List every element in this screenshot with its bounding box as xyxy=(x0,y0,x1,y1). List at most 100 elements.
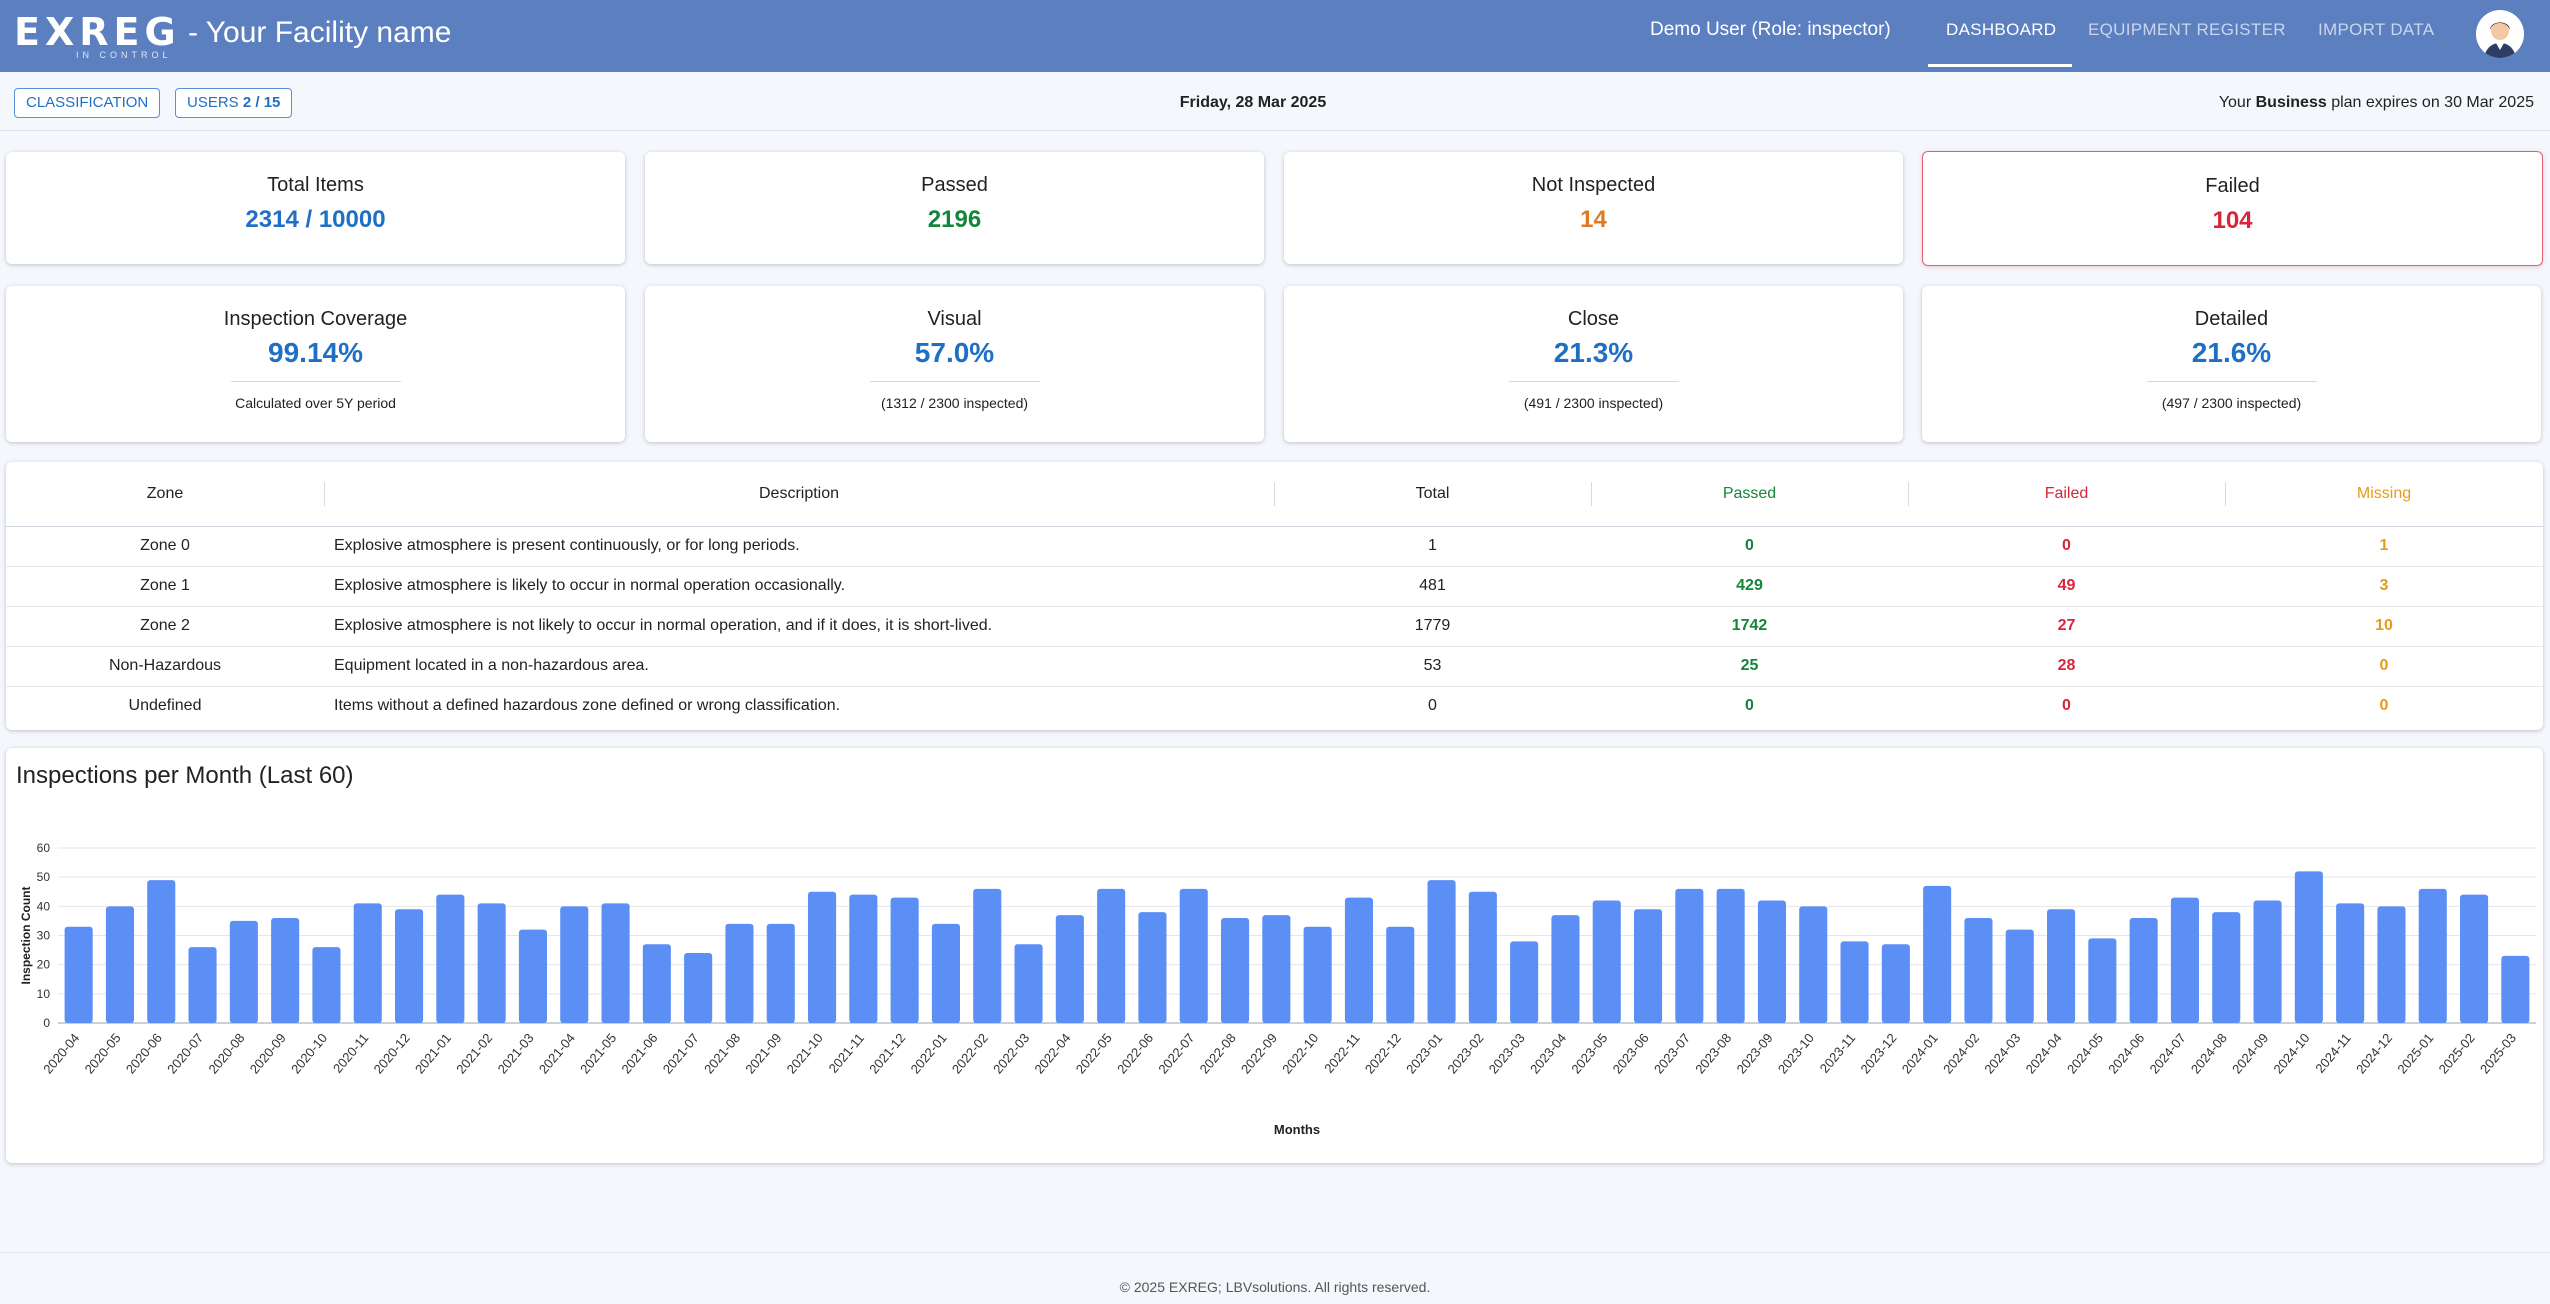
x-tick-label: 2020-11 xyxy=(330,1030,372,1075)
bar xyxy=(642,944,671,1023)
x-tick-label: 2021-11 xyxy=(826,1030,868,1075)
description-cell: Explosive atmosphere is likely to occur … xyxy=(334,577,846,594)
bar xyxy=(2377,906,2406,1023)
chart-title: Inspections per Month (Last 60) xyxy=(16,762,354,789)
missing-cell: 0 xyxy=(2379,697,2389,714)
failed-value: 104 xyxy=(2212,207,2253,234)
x-tick-label: 2023-04 xyxy=(1527,1030,1569,1076)
column-header-description[interactable]: Description xyxy=(758,485,840,502)
bar xyxy=(188,947,217,1023)
x-tick-label: 2020-12 xyxy=(371,1030,413,1076)
bar xyxy=(1675,888,1704,1023)
x-tick-label: 2020-05 xyxy=(82,1030,124,1076)
table-row[interactable]: Zone 0 Explosive atmosphere is present c… xyxy=(6,526,2543,567)
missing-cell: 1 xyxy=(2379,537,2389,554)
nav-tab-dashboard[interactable]: DASHBOARD xyxy=(1928,0,2072,72)
x-tick-label: 2022-06 xyxy=(1114,1030,1156,1076)
bar xyxy=(1634,909,1663,1023)
x-tick-label: 2022-10 xyxy=(1279,1030,1321,1076)
bar xyxy=(229,920,258,1023)
y-tick-label: 20 xyxy=(37,958,51,972)
bar xyxy=(1138,912,1167,1023)
bar xyxy=(1344,897,1373,1023)
column-divider xyxy=(1908,482,1909,506)
card-title: Detailed xyxy=(2194,308,2269,330)
total-cell: 1 xyxy=(1428,537,1437,554)
y-tick-label: 60 xyxy=(37,841,51,855)
y-tick-label: 40 xyxy=(37,899,51,913)
exreg-logo[interactable]: EXREG IN CONTROL xyxy=(14,10,176,60)
bar xyxy=(1221,918,1250,1023)
table-header-row: Zone Description Total Passed Failed Mis… xyxy=(6,462,2543,527)
nav-tab-label: IMPORT DATA xyxy=(2318,20,2435,39)
x-tick-label: 2024-07 xyxy=(2147,1030,2189,1076)
column-header-zone[interactable]: Zone xyxy=(146,485,184,502)
detailed-note: (497 / 2300 inspected) xyxy=(2161,395,2302,411)
bar xyxy=(1592,900,1621,1023)
close-card: Close 21.3% (491 / 2300 inspected) xyxy=(1284,286,1903,442)
bar xyxy=(1757,900,1786,1023)
bar xyxy=(725,923,754,1023)
total-cell: 1779 xyxy=(1414,617,1451,634)
bar xyxy=(105,906,134,1023)
bar xyxy=(2129,918,2158,1023)
column-header-missing[interactable]: Missing xyxy=(2356,485,2412,502)
coverage-note: Calculated over 5Y period xyxy=(235,395,396,411)
table-row[interactable]: Non-Hazardous Equipment located in a non… xyxy=(6,646,2543,687)
total-cell: 53 xyxy=(1423,657,1442,674)
zone-cell: Non-Hazardous xyxy=(108,657,222,674)
bar xyxy=(2212,912,2241,1023)
visual-card: Visual 57.0% (1312 / 2300 inspected) xyxy=(645,286,1264,442)
user-avatar-icon[interactable] xyxy=(2476,10,2524,58)
bar xyxy=(1468,891,1497,1023)
bar xyxy=(436,894,465,1023)
table-row[interactable]: Zone 1 Explosive atmosphere is likely to… xyxy=(6,566,2543,607)
bar xyxy=(1097,888,1126,1023)
table-row[interactable]: Zone 2 Explosive atmosphere is not likel… xyxy=(6,606,2543,647)
nav-tab-import-data[interactable]: IMPORT DATA xyxy=(2318,0,2438,72)
column-header-failed[interactable]: Failed xyxy=(2044,485,2089,502)
bar xyxy=(312,947,341,1023)
bar xyxy=(2088,938,2117,1023)
passed-cell: 429 xyxy=(1736,577,1763,594)
bar xyxy=(808,891,837,1023)
bar xyxy=(1881,944,1910,1023)
divider xyxy=(2146,381,2317,382)
classification-button[interactable]: CLASSIFICATION xyxy=(14,88,161,118)
table-row[interactable]: Undefined Items without a defined hazard… xyxy=(6,686,2543,726)
passed-cell: 1742 xyxy=(1731,617,1768,634)
x-tick-label: 2021-04 xyxy=(536,1030,578,1076)
close-value: 21.3% xyxy=(1553,337,1634,368)
card-title: Close xyxy=(1567,308,1620,330)
x-tick-label: 2025-03 xyxy=(2477,1030,2519,1076)
x-tick-label: 2022-02 xyxy=(949,1030,991,1076)
column-header-passed[interactable]: Passed xyxy=(1722,485,1777,502)
total-cell: 0 xyxy=(1428,697,1437,714)
x-tick-label: 2024-12 xyxy=(2353,1030,2395,1076)
card-title: Failed xyxy=(2205,175,2260,197)
bar xyxy=(64,926,93,1023)
bar xyxy=(766,923,795,1023)
nav-tab-equipment-register[interactable]: EQUIPMENT REGISTER xyxy=(2088,0,2285,72)
x-tick-label: 2020-08 xyxy=(205,1030,247,1076)
column-header-total[interactable]: Total xyxy=(1415,485,1450,502)
users-button[interactable]: USERS 2 / 15 xyxy=(175,88,293,118)
x-tick-label: 2024-05 xyxy=(2064,1030,2106,1076)
bar xyxy=(973,888,1002,1023)
divider xyxy=(869,381,1040,382)
inspections-chart-card: Inspections per Month (Last 60) 0 10 20 30 4… xyxy=(6,748,2543,1163)
y-axis-label: Inspection Count xyxy=(19,887,33,985)
x-tick-label: 2020-07 xyxy=(164,1030,206,1076)
passed-cell: 25 xyxy=(1740,657,1759,674)
x-tick-label: 2022-04 xyxy=(1031,1030,1073,1076)
bar xyxy=(2005,929,2034,1023)
nav-tab-label: DASHBOARD xyxy=(1946,20,2057,39)
zone-summary-table: Zone Description Total Passed Failed Mis… xyxy=(6,462,2543,730)
missing-cell: 0 xyxy=(2379,657,2389,674)
x-tick-label: 2021-09 xyxy=(742,1030,784,1076)
x-tick-label: 2021-05 xyxy=(577,1030,619,1076)
copyright-text: © 2025 EXREG; LBVsolutions. All rights r… xyxy=(1119,1279,1431,1295)
bar xyxy=(2253,900,2282,1023)
x-tick-label: 2021-01 xyxy=(412,1030,454,1076)
